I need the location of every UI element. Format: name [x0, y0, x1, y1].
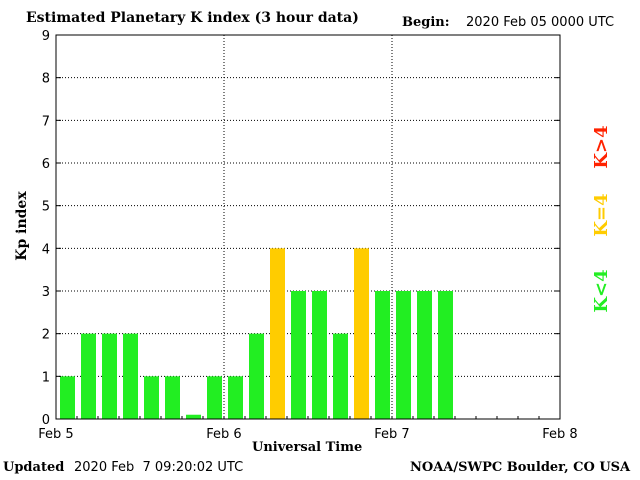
begin-label: Begin:	[402, 15, 450, 30]
y-tick-label: 0	[42, 413, 50, 428]
kp-bar	[438, 291, 453, 419]
bars	[60, 248, 453, 419]
x-tick-label: Feb 6	[206, 427, 241, 442]
x-tick-label: Feb 7	[374, 427, 409, 442]
y-tick-label: 3	[42, 285, 50, 300]
grid-lines	[56, 35, 560, 419]
kp-bar	[123, 333, 138, 419]
credit-line: NOAA/SWPC Boulder, CO USA	[410, 460, 631, 475]
y-tick-label: 6	[42, 157, 50, 172]
y-tick-label: 7	[42, 114, 50, 129]
x-axis-label: Universal Time	[252, 440, 363, 455]
kp-bar	[102, 333, 117, 419]
y-tick-label: 2	[42, 328, 50, 343]
kp-bar	[354, 248, 369, 419]
x-tick-label: Feb 5	[38, 427, 73, 442]
kp-bar	[333, 333, 348, 419]
kp-bar	[60, 376, 75, 419]
kp-bar	[207, 376, 222, 419]
kp-bar	[396, 291, 411, 419]
kp-bar	[291, 291, 306, 419]
kp-bar	[375, 291, 390, 419]
y-tick-label: 5	[42, 200, 50, 215]
kp-bar	[81, 333, 96, 419]
legend-k-below-4: K<4	[591, 269, 612, 313]
y-tick-label: 1	[42, 370, 50, 385]
legend-k-above-4: K>4	[591, 125, 612, 169]
kp-bar	[417, 291, 432, 419]
kp-bar	[249, 333, 264, 419]
kp-bar	[312, 291, 327, 419]
kp-bar	[270, 248, 285, 419]
begin-value: 2020 Feb 05 0000 UTC	[466, 15, 615, 30]
y-tick-label: 9	[42, 29, 50, 44]
chart-title: Estimated Planetary K index (3 hour data…	[26, 10, 359, 26]
kp-bar	[228, 376, 243, 419]
kp-bar	[186, 414, 201, 419]
legend-k-equals-4: K=4	[591, 193, 612, 237]
kp-bar	[165, 376, 180, 419]
axis-ticks: 0 1 2 3 4 5 6 7 8 9 Feb 5 Feb 6 Feb 7 Feb 8	[38, 29, 577, 442]
y-tick-label: 8	[42, 72, 50, 87]
x-tick-label: Feb 8	[542, 427, 577, 442]
updated-timestamp: 2020 Feb 7 09:20:02 UTC	[74, 460, 244, 475]
updated-label: Updated	[3, 460, 65, 475]
y-tick-label: 4	[42, 242, 50, 257]
kp-bar	[144, 376, 159, 419]
